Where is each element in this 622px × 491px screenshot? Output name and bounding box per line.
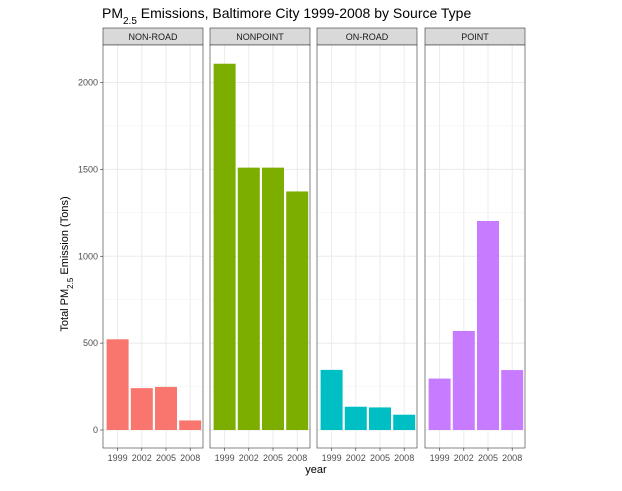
facet-panels: NON-ROAD 1999 2002 2005 2008 NONPOINT 1999 2002…	[102, 27, 526, 463]
y-tick-label: 0	[93, 425, 98, 435]
chart-title-rest: Emissions, Baltimore City 1999-2008 by S…	[137, 5, 472, 21]
facet-panel-border	[209, 44, 311, 449]
x-tick-label: 2002	[454, 453, 474, 463]
x-tick-label: 2008	[287, 453, 307, 463]
x-tick-label: 1999	[215, 453, 235, 463]
bar-on-road-2005	[369, 407, 391, 430]
x-axis-title: year	[305, 464, 327, 476]
x-tick-label: 2008	[180, 453, 200, 463]
x-tick-label: 2005	[263, 453, 283, 463]
y-axis-title: Total PM2.5 Emission (Tons)	[59, 196, 75, 331]
x-tick-label: 2002	[346, 453, 366, 463]
y-tick-label: 1500	[78, 164, 98, 174]
facet-panel-border	[316, 44, 418, 449]
x-tick-label: 2008	[394, 453, 414, 463]
chart-title: PM2.5 Emissions, Baltimore City 1999-200…	[102, 5, 471, 27]
bar-nonpoint-2002	[237, 167, 260, 430]
bar-non-road-1999	[106, 339, 129, 430]
y-tick-label: 2000	[78, 78, 98, 88]
bar-point-1999	[428, 378, 451, 430]
bar-point-2005	[477, 220, 499, 430]
bar-nonpoint-2008	[286, 191, 309, 430]
bar-point-2002	[452, 330, 475, 430]
x-tick-label: 2002	[132, 453, 152, 463]
x-tick-label: 2005	[370, 453, 390, 463]
y-axis-title-subscript: 2.5	[66, 277, 75, 289]
facet-strip-label: NON-ROAD	[129, 32, 178, 42]
bar-on-road-2002	[344, 406, 367, 430]
bar-on-road-1999	[320, 369, 343, 430]
facet-point: POINT 1999 2002 2005 2008	[424, 27, 526, 463]
x-tick-label: 2005	[156, 453, 176, 463]
bar-point-2008	[501, 370, 524, 430]
facet-strip-label: POINT	[461, 32, 489, 42]
y-axis-title-rest: Emission (Tons)	[59, 196, 71, 277]
facet-on-road: ON-ROAD 1999 2002 2005 2008	[316, 27, 418, 463]
facet-panel-border	[102, 44, 204, 449]
bar-non-road-2002	[130, 388, 153, 430]
x-tick-label: 1999	[430, 453, 450, 463]
facet-strip-label: ON-ROAD	[346, 32, 389, 42]
bar-non-road-2005	[155, 386, 177, 430]
chart-title-subscript: 2.5	[123, 16, 137, 27]
bar-nonpoint-2005	[262, 167, 284, 430]
facet-panel-border	[424, 44, 526, 449]
y-tick-label: 500	[83, 338, 98, 348]
bar-non-road-2008	[179, 420, 202, 430]
bar-nonpoint-1999	[213, 63, 236, 431]
bar-on-road-2008	[393, 414, 416, 430]
facet-non-road: NON-ROAD 1999 2002 2005 2008	[102, 27, 204, 463]
x-tick-label: 2008	[502, 453, 522, 463]
x-tick-label: 2005	[478, 453, 498, 463]
chart-title-main: PM	[102, 5, 123, 21]
x-tick-label: 2002	[239, 453, 259, 463]
facet-nonpoint: NONPOINT 1999 2002 2005 2008	[209, 27, 311, 463]
y-axis-title-main: Total PM	[59, 289, 71, 332]
x-tick-label: 1999	[108, 453, 128, 463]
x-tick-label: 1999	[322, 453, 342, 463]
facet-strip-label: NONPOINT	[236, 32, 284, 42]
y-axis: 0 500 1000 1500 2000	[78, 78, 103, 435]
y-tick-label: 1000	[78, 251, 98, 261]
